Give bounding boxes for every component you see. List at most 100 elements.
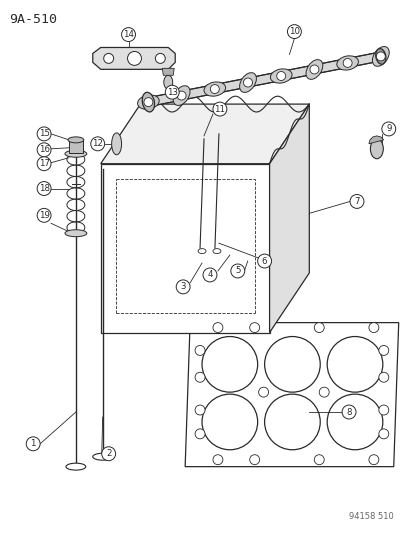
- Text: 6: 6: [261, 256, 267, 265]
- Text: 2: 2: [106, 449, 111, 458]
- Circle shape: [176, 280, 190, 294]
- Text: 11: 11: [214, 104, 225, 114]
- Text: 5: 5: [235, 266, 240, 276]
- Text: 13: 13: [166, 87, 177, 96]
- Circle shape: [165, 85, 179, 99]
- Ellipse shape: [372, 46, 388, 66]
- Circle shape: [276, 71, 285, 80]
- Circle shape: [230, 264, 244, 278]
- Circle shape: [264, 336, 320, 392]
- Circle shape: [249, 322, 259, 333]
- Circle shape: [368, 322, 378, 333]
- Ellipse shape: [65, 150, 87, 157]
- Circle shape: [341, 405, 355, 419]
- Circle shape: [177, 91, 185, 100]
- Circle shape: [37, 208, 51, 222]
- Ellipse shape: [142, 92, 154, 112]
- Circle shape: [37, 127, 51, 141]
- Ellipse shape: [270, 69, 291, 83]
- Polygon shape: [93, 47, 175, 69]
- Ellipse shape: [305, 60, 322, 79]
- Circle shape: [326, 336, 382, 392]
- Ellipse shape: [197, 248, 206, 254]
- Circle shape: [26, 437, 40, 451]
- Circle shape: [318, 387, 328, 397]
- Circle shape: [202, 394, 257, 450]
- Circle shape: [195, 405, 204, 415]
- Circle shape: [212, 322, 222, 333]
- Text: 3: 3: [180, 282, 185, 292]
- Ellipse shape: [68, 137, 83, 143]
- Text: 7: 7: [354, 197, 359, 206]
- Circle shape: [103, 53, 113, 63]
- Circle shape: [121, 28, 135, 42]
- Polygon shape: [368, 136, 383, 144]
- Circle shape: [195, 345, 204, 356]
- Circle shape: [313, 455, 323, 465]
- Circle shape: [144, 98, 152, 107]
- Ellipse shape: [65, 230, 87, 237]
- Polygon shape: [69, 140, 83, 153]
- Circle shape: [368, 455, 378, 465]
- Circle shape: [375, 52, 385, 61]
- Circle shape: [37, 143, 51, 157]
- Circle shape: [257, 254, 271, 268]
- Text: 8: 8: [345, 408, 351, 416]
- Polygon shape: [162, 68, 174, 75]
- Ellipse shape: [375, 49, 385, 64]
- Circle shape: [381, 122, 395, 136]
- Polygon shape: [185, 322, 398, 467]
- Text: 19: 19: [38, 211, 50, 220]
- Circle shape: [313, 322, 323, 333]
- Ellipse shape: [137, 95, 159, 109]
- Circle shape: [210, 85, 219, 93]
- Polygon shape: [147, 52, 381, 107]
- Circle shape: [378, 372, 388, 382]
- Ellipse shape: [173, 86, 190, 106]
- Ellipse shape: [164, 75, 172, 89]
- Ellipse shape: [336, 56, 358, 70]
- Circle shape: [195, 372, 204, 382]
- Text: 9: 9: [385, 124, 391, 133]
- Ellipse shape: [212, 248, 221, 254]
- Circle shape: [264, 394, 320, 450]
- Polygon shape: [269, 104, 309, 333]
- Text: 18: 18: [38, 184, 50, 193]
- Circle shape: [349, 195, 363, 208]
- Text: 94158 510: 94158 510: [348, 512, 393, 521]
- Circle shape: [378, 429, 388, 439]
- Text: 16: 16: [38, 146, 50, 154]
- Text: 10: 10: [288, 27, 299, 36]
- Ellipse shape: [112, 133, 121, 155]
- Ellipse shape: [239, 72, 256, 92]
- Circle shape: [342, 59, 351, 67]
- Circle shape: [37, 182, 51, 196]
- Circle shape: [287, 25, 301, 38]
- Circle shape: [37, 157, 51, 171]
- Circle shape: [202, 336, 257, 392]
- Circle shape: [309, 65, 318, 74]
- Circle shape: [102, 447, 115, 461]
- Text: 12: 12: [92, 139, 103, 148]
- Polygon shape: [100, 164, 269, 333]
- Circle shape: [249, 455, 259, 465]
- Circle shape: [195, 429, 204, 439]
- Circle shape: [212, 102, 226, 116]
- Text: 1: 1: [30, 439, 36, 448]
- Text: 14: 14: [123, 30, 134, 39]
- Circle shape: [378, 405, 388, 415]
- Text: 17: 17: [38, 159, 50, 168]
- Circle shape: [212, 455, 222, 465]
- Polygon shape: [100, 104, 309, 164]
- Ellipse shape: [204, 82, 225, 96]
- Circle shape: [202, 268, 216, 282]
- Circle shape: [155, 53, 165, 63]
- Text: 4: 4: [207, 270, 212, 279]
- Circle shape: [243, 78, 252, 87]
- Circle shape: [258, 387, 268, 397]
- Text: 9A-510: 9A-510: [9, 13, 57, 26]
- Circle shape: [127, 52, 141, 66]
- Ellipse shape: [93, 453, 112, 460]
- Text: 15: 15: [38, 130, 50, 139]
- Circle shape: [378, 345, 388, 356]
